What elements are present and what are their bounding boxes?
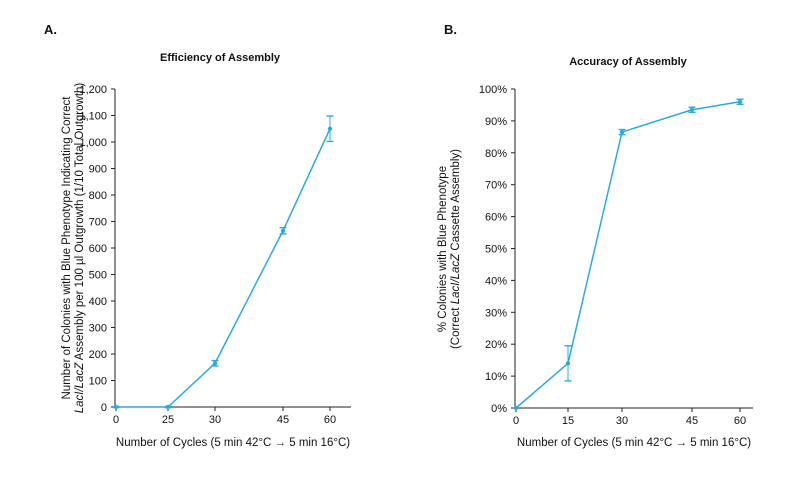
chart-title-a: Efficiency of Assembly xyxy=(159,52,281,64)
y-tick-label-a: 400 xyxy=(89,296,107,308)
x-axis-label-b: Number of Cycles (5 min 42°C → 5 min 16°… xyxy=(517,437,751,449)
chart-title-b: Accuracy of Assembly xyxy=(569,56,687,68)
y-tick-label-a: 700 xyxy=(89,217,107,229)
y-tick-label-b: 10% xyxy=(485,371,507,383)
series-line-b xyxy=(515,101,741,409)
y-tick-label-b: 40% xyxy=(485,275,507,287)
y-axis-label-line2-b: (Correct LacI/LacZ Cassette Assembly) xyxy=(450,149,462,349)
y-tick-label-b: 70% xyxy=(485,180,507,192)
x-tick-label-a: 0 xyxy=(113,414,119,426)
y-tick-label-b: 30% xyxy=(485,307,507,319)
x-tick-label-b: 45 xyxy=(686,415,698,427)
x-tick-label-a: 60 xyxy=(324,414,336,426)
y-tick-label-a: 100 xyxy=(89,376,107,388)
x-tick-label-b: 15 xyxy=(562,415,574,427)
data-point-a xyxy=(280,228,286,233)
y-tick-label-a: 1,200 xyxy=(79,84,107,96)
y-tick-label-b: 50% xyxy=(485,244,507,256)
panel-label-b: B. xyxy=(444,22,457,37)
y-tick-label-a: 800 xyxy=(89,190,107,202)
y-axis-label-line1-a: Number of Colonies with Blue Phenotype I… xyxy=(61,96,73,400)
y-tick-label-a: 500 xyxy=(89,270,107,282)
y-tick-label-b: 80% xyxy=(485,148,507,160)
y-tick-label-b: 60% xyxy=(485,212,507,224)
x-tick-label-a: 25 xyxy=(162,414,174,426)
data-point-b xyxy=(737,99,743,104)
x-tick-label-b: 0 xyxy=(513,415,519,427)
x-tick-label-b: 60 xyxy=(734,415,746,427)
x-tick-label-a: 30 xyxy=(209,414,221,426)
y-tick-label-b: 100% xyxy=(479,84,507,96)
panel-label-a: A. xyxy=(44,22,57,37)
y-tick-label-a: 1,000 xyxy=(79,137,107,149)
x-axis-label-a: Number of Cycles (5 min 42°C → 5 min 16°… xyxy=(116,437,350,449)
x-tick-label-a: 45 xyxy=(277,414,289,426)
y-axis-label-line2-a: LacI/LacZ Assembly per 100 µl Outgrowth … xyxy=(74,83,86,414)
data-point-b xyxy=(619,129,625,135)
series-line-a xyxy=(116,128,331,408)
data-point-b xyxy=(689,107,695,112)
data-point-a xyxy=(327,126,333,131)
y-tick-label-a: 200 xyxy=(89,349,107,361)
data-point-a xyxy=(113,404,119,410)
y-tick-label-a: 900 xyxy=(89,164,107,176)
y-tick-label-b: 20% xyxy=(485,339,507,351)
x-tick-label-b: 30 xyxy=(616,415,628,427)
data-point-b xyxy=(565,361,571,366)
y-tick-label-b: 0% xyxy=(491,403,507,415)
y-tick-label-a: 0 xyxy=(101,402,107,414)
y-axis-label-line1-b: % Colonies with Blue Phenotype xyxy=(437,166,449,332)
y-tick-label-b: 90% xyxy=(485,116,507,128)
y-tick-label-a: 600 xyxy=(89,243,107,255)
data-point-b xyxy=(513,405,519,411)
y-tick-label-a: 1,100 xyxy=(79,111,107,123)
y-tick-label-a: 300 xyxy=(89,323,107,335)
data-point-a xyxy=(212,361,218,366)
data-point-a xyxy=(165,404,171,410)
